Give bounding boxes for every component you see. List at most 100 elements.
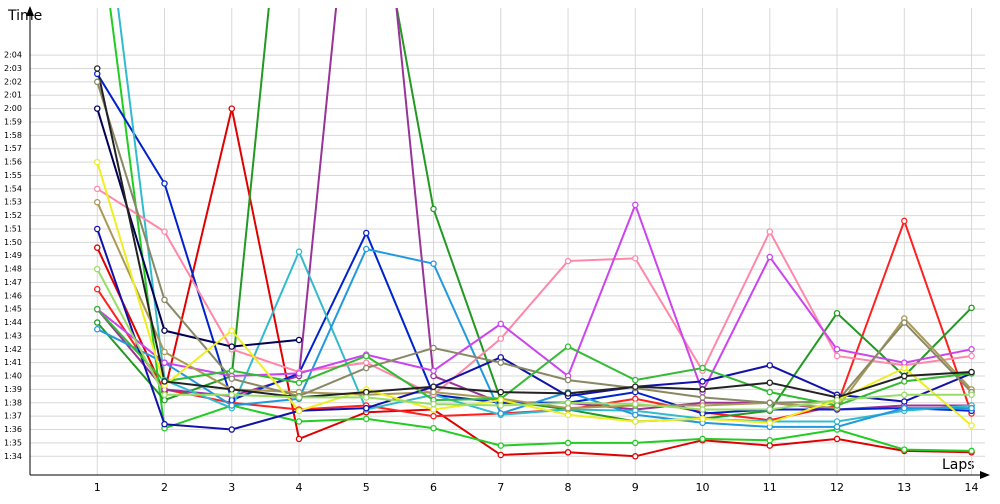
point: [497, 354, 505, 361]
series-markers: [94, 65, 975, 460]
point: [968, 391, 975, 399]
point: [901, 446, 908, 453]
y-tick-label: 1:49: [4, 251, 22, 260]
point: [228, 343, 236, 350]
series-line: [117, 8, 972, 423]
point: [94, 244, 101, 251]
point: [968, 368, 975, 376]
point: [161, 396, 168, 404]
point: [295, 407, 303, 415]
point: [94, 325, 101, 333]
point: [430, 344, 437, 352]
point: [295, 336, 303, 344]
point: [901, 359, 908, 366]
point: [497, 442, 505, 449]
point: [295, 379, 303, 386]
series-line: [109, 8, 972, 452]
point: [94, 265, 101, 273]
point: [497, 335, 505, 342]
x-tick-label: 1: [94, 481, 101, 494]
point: [833, 435, 841, 443]
point: [968, 304, 975, 312]
point: [968, 346, 975, 353]
point: [363, 364, 370, 372]
x-tick-label: 13: [897, 481, 911, 494]
y-tick-label: 1:46: [4, 291, 22, 300]
point: [161, 296, 168, 304]
point: [430, 424, 437, 432]
point: [161, 420, 168, 428]
point: [766, 362, 774, 369]
point: [161, 327, 168, 334]
point: [766, 436, 774, 444]
point: [363, 394, 370, 401]
point: [295, 418, 303, 425]
point: [699, 406, 706, 413]
y-tick-label: 1:58: [4, 131, 22, 140]
y-tick-label: 1:47: [4, 278, 22, 287]
y-tick-label: 1:45: [4, 305, 22, 314]
point: [968, 404, 975, 412]
y-tick-label: 1:41: [4, 358, 22, 367]
point: [766, 228, 774, 235]
point: [363, 415, 370, 423]
y-axis-label: Time: [7, 8, 42, 24]
point: [833, 418, 841, 425]
point: [161, 378, 168, 385]
point: [94, 198, 101, 206]
point: [228, 375, 236, 382]
y-tick-label: 2:04: [4, 51, 22, 60]
point: [94, 285, 101, 293]
x-axis-label: Laps: [942, 457, 975, 473]
y-tick-label: 1:37: [4, 412, 22, 421]
point: [901, 378, 908, 385]
point: [632, 418, 639, 425]
y-tick-label: 1:40: [4, 372, 22, 381]
y-tick-label: 1:36: [4, 425, 22, 434]
point: [94, 305, 101, 313]
point: [94, 78, 101, 86]
y-tick-label: 1:48: [4, 265, 22, 274]
y-tick-label: 1:34: [4, 452, 22, 461]
y-tick-label: 1:39: [4, 385, 22, 394]
point: [968, 352, 975, 360]
point: [833, 309, 841, 317]
point: [699, 378, 706, 385]
point: [564, 439, 572, 447]
point: [564, 399, 572, 407]
point: [161, 391, 168, 399]
series-line: [96, 202, 972, 395]
point: [161, 359, 168, 366]
point: [295, 394, 303, 401]
x-tick-label: 12: [830, 481, 844, 494]
series-line: [96, 108, 972, 458]
point: [766, 253, 774, 261]
point: [901, 398, 908, 405]
y-tick-label: 1:55: [4, 171, 22, 180]
point: [564, 404, 572, 412]
point: [632, 383, 639, 390]
point: [161, 348, 168, 356]
point: [699, 394, 706, 401]
point: [564, 376, 572, 384]
x-tick-label: 8: [565, 481, 572, 494]
point: [833, 396, 841, 404]
y-tick-label: 1:59: [4, 117, 22, 126]
point: [632, 400, 639, 408]
point: [632, 201, 639, 209]
point: [94, 105, 101, 112]
series-lines: [96, 8, 973, 458]
y-tick-label: 1:57: [4, 144, 22, 153]
point: [632, 411, 639, 419]
y-tick-label: 1:38: [4, 398, 22, 407]
y-tick-label: 2:01: [4, 91, 22, 100]
point: [564, 449, 572, 456]
point: [833, 423, 841, 431]
y-tick-label: 1:54: [4, 184, 22, 193]
point: [430, 372, 437, 380]
point: [228, 402, 236, 409]
point: [497, 402, 505, 409]
point: [968, 422, 975, 429]
y-tick-label: 1:42: [4, 345, 22, 354]
